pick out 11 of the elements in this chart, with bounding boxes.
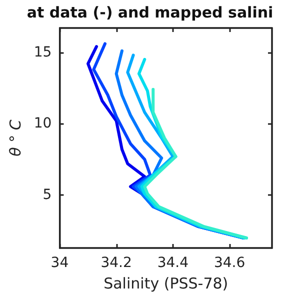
chart-title: at data (-) and mapped salini <box>26 4 274 22</box>
x-tick-label: 34.4 <box>157 255 189 271</box>
x-tick-label: 34 <box>50 255 69 271</box>
y-tick-label: 15 <box>34 44 52 60</box>
x-tick-label: 34.6 <box>214 255 246 271</box>
x-axis-title: Salinity (PSS-78) <box>104 274 228 292</box>
y-axis-title: θ ° C <box>6 119 24 156</box>
y-tick-label: 5 <box>42 187 52 204</box>
x-tick-label: 34.2 <box>100 255 132 271</box>
y-tick-label: 10 <box>34 116 52 132</box>
line-series <box>143 88 248 240</box>
